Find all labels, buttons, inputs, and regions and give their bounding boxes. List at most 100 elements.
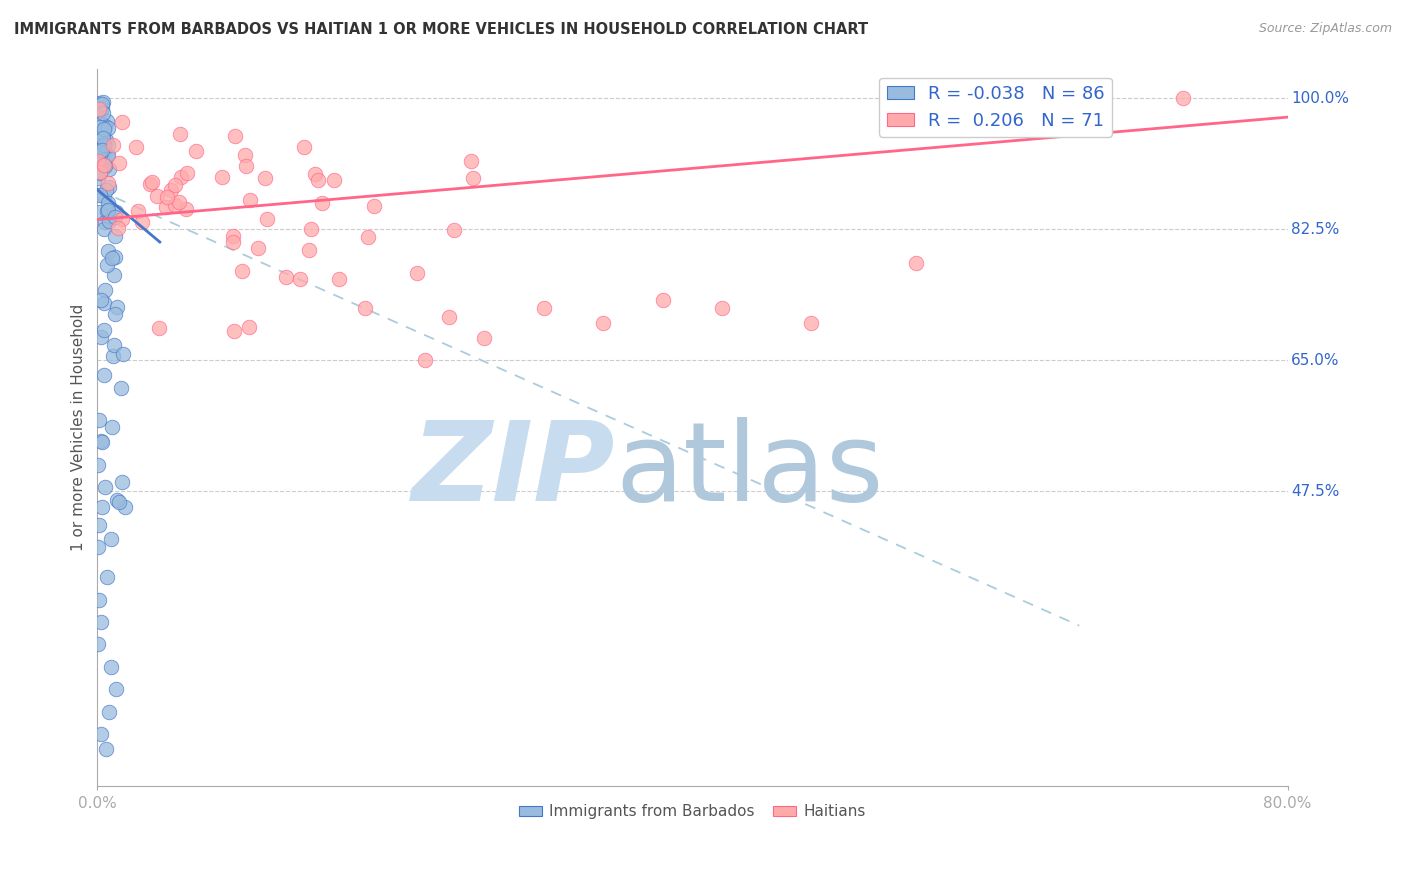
Point bbox=[93, 145, 115, 159]
Point bbox=[146, 189, 169, 203]
Point bbox=[233, 148, 256, 162]
Point bbox=[292, 139, 315, 153]
Point bbox=[108, 156, 131, 170]
Point bbox=[90, 143, 112, 157]
Point bbox=[155, 200, 177, 214]
Point bbox=[87, 412, 110, 426]
Point bbox=[125, 140, 148, 154]
Point bbox=[96, 114, 118, 128]
Point bbox=[460, 153, 482, 168]
Point bbox=[163, 178, 186, 193]
Point bbox=[363, 199, 385, 213]
Point bbox=[97, 147, 120, 161]
Point bbox=[93, 159, 115, 173]
Point bbox=[87, 458, 110, 472]
Point bbox=[91, 158, 114, 172]
Point bbox=[91, 154, 114, 169]
Point bbox=[96, 742, 118, 756]
Point bbox=[94, 480, 117, 494]
Point bbox=[222, 229, 245, 244]
Point bbox=[90, 727, 112, 741]
Point bbox=[211, 170, 233, 185]
Point bbox=[97, 244, 120, 258]
Text: atlas: atlas bbox=[614, 417, 883, 524]
Point bbox=[108, 495, 131, 509]
Point bbox=[91, 131, 114, 145]
Point bbox=[224, 128, 246, 143]
Point bbox=[91, 106, 114, 120]
Point bbox=[104, 307, 127, 321]
Point bbox=[254, 171, 277, 186]
Point bbox=[1173, 91, 1195, 105]
Point bbox=[103, 338, 125, 352]
Point bbox=[96, 203, 118, 218]
Point bbox=[87, 154, 110, 169]
Point bbox=[222, 235, 245, 250]
Point bbox=[89, 120, 111, 134]
Point bbox=[288, 272, 311, 286]
Point bbox=[93, 137, 115, 152]
Text: 82.5%: 82.5% bbox=[1291, 222, 1340, 236]
Point bbox=[131, 215, 153, 229]
Point bbox=[356, 230, 378, 244]
Point bbox=[93, 188, 115, 202]
Point bbox=[105, 492, 128, 507]
Text: 100.0%: 100.0% bbox=[1291, 91, 1350, 106]
Point bbox=[222, 325, 245, 339]
Point bbox=[298, 243, 321, 257]
Point bbox=[304, 167, 326, 181]
Point bbox=[94, 159, 117, 173]
Point bbox=[90, 117, 112, 131]
Point bbox=[103, 138, 125, 153]
Point bbox=[139, 178, 162, 192]
Point bbox=[89, 166, 111, 180]
Point bbox=[89, 205, 111, 219]
Point bbox=[97, 177, 120, 191]
Point bbox=[97, 196, 120, 211]
Point bbox=[104, 210, 127, 224]
Point bbox=[127, 204, 149, 219]
Point bbox=[103, 350, 125, 364]
Point bbox=[104, 250, 127, 264]
Point bbox=[592, 316, 614, 330]
Point bbox=[800, 316, 823, 330]
Point bbox=[93, 296, 115, 310]
Point bbox=[90, 101, 112, 115]
Point bbox=[111, 211, 134, 226]
Text: ZIP: ZIP bbox=[412, 417, 614, 524]
Point bbox=[97, 179, 120, 194]
Point bbox=[169, 127, 191, 141]
Point bbox=[904, 256, 927, 270]
Point bbox=[91, 127, 114, 141]
Point bbox=[91, 95, 114, 109]
Point bbox=[104, 229, 127, 244]
Text: IMMIGRANTS FROM BARBADOS VS HAITIAN 1 OR MORE VEHICLES IN HOUSEHOLD CORRELATION : IMMIGRANTS FROM BARBADOS VS HAITIAN 1 OR… bbox=[14, 22, 868, 37]
Point bbox=[111, 347, 134, 361]
Point bbox=[97, 202, 120, 217]
Point bbox=[94, 119, 117, 133]
Point bbox=[96, 184, 118, 198]
Point bbox=[354, 301, 377, 315]
Point bbox=[91, 500, 114, 514]
Point bbox=[87, 107, 110, 121]
Point bbox=[114, 500, 136, 514]
Point bbox=[94, 215, 117, 229]
Point bbox=[93, 283, 115, 297]
Point bbox=[533, 301, 555, 315]
Legend: Immigrants from Barbados, Haitians: Immigrants from Barbados, Haitians bbox=[513, 798, 872, 825]
Point bbox=[93, 368, 115, 382]
Point bbox=[90, 615, 112, 629]
Point bbox=[93, 322, 115, 336]
Point bbox=[231, 264, 253, 278]
Point bbox=[103, 268, 125, 282]
Point bbox=[148, 321, 170, 335]
Point bbox=[90, 330, 112, 344]
Point bbox=[274, 270, 297, 285]
Point bbox=[90, 293, 112, 307]
Point bbox=[89, 165, 111, 179]
Point bbox=[91, 144, 114, 158]
Point bbox=[90, 435, 112, 450]
Point bbox=[461, 171, 484, 186]
Point bbox=[651, 293, 673, 308]
Text: 65.0%: 65.0% bbox=[1291, 352, 1340, 368]
